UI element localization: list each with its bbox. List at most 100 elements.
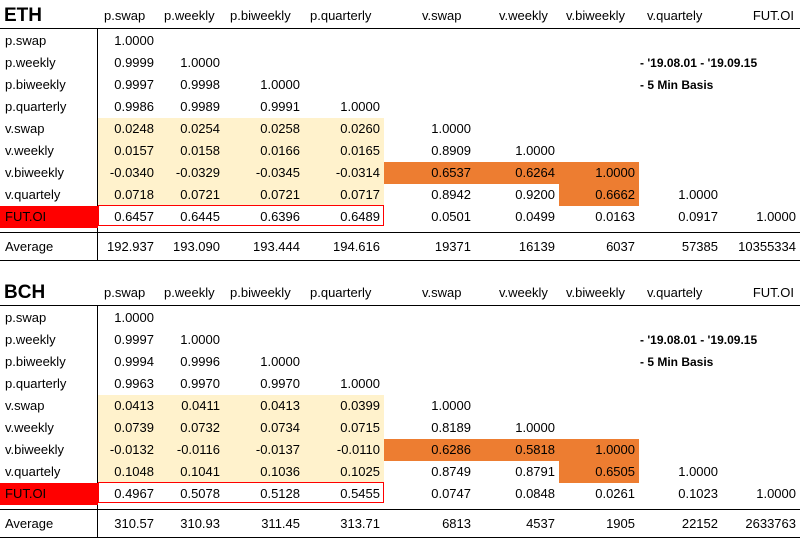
column-header[interactable]: p.biweekly: [230, 8, 291, 23]
table-cell[interactable]: [559, 74, 639, 96]
table-cell[interactable]: 193.090: [173, 239, 220, 254]
table-cell[interactable]: 0.8749: [431, 464, 471, 479]
table-cell[interactable]: [384, 329, 475, 351]
table-cell[interactable]: 1.0000: [515, 143, 555, 158]
table-cell[interactable]: 194.616: [333, 239, 380, 254]
table-cell[interactable]: 0.0261: [595, 486, 635, 501]
table-cell[interactable]: 1.0000: [559, 162, 639, 184]
table-cell[interactable]: [304, 351, 384, 373]
row-label[interactable]: p.swap: [5, 33, 47, 48]
table-cell[interactable]: 310.57: [114, 516, 154, 531]
table-cell[interactable]: 0.0254: [158, 118, 224, 140]
table-cell[interactable]: [158, 30, 224, 52]
table-cell[interactable]: [722, 417, 800, 439]
table-cell[interactable]: 10355334: [738, 239, 796, 254]
table-cell[interactable]: 0.0165: [304, 140, 384, 162]
table-cell[interactable]: 0.0258: [224, 118, 304, 140]
table-cell[interactable]: 0.9994: [114, 354, 154, 369]
table-cell[interactable]: 1.0000: [260, 77, 300, 92]
table-cell[interactable]: [559, 417, 639, 439]
table-cell[interactable]: 0.9999: [114, 55, 154, 70]
table-cell[interactable]: 1.0000: [678, 464, 718, 479]
table-cell[interactable]: [384, 351, 475, 373]
table-cell[interactable]: [722, 351, 800, 373]
table-cell[interactable]: 1.0000: [260, 354, 300, 369]
row-label[interactable]: v.swap: [5, 398, 45, 413]
table-cell[interactable]: 0.6489: [340, 209, 380, 224]
row-label[interactable]: FUT.OI: [0, 483, 98, 505]
table-cell[interactable]: [722, 395, 800, 417]
table-cell[interactable]: [722, 74, 800, 96]
table-cell[interactable]: 0.0166: [224, 140, 304, 162]
column-header[interactable]: v.swap: [422, 285, 462, 300]
table-cell[interactable]: [559, 307, 639, 329]
table-cell[interactable]: [384, 96, 475, 118]
row-label[interactable]: p.biweekly: [5, 77, 66, 92]
table-cell[interactable]: 6813: [442, 516, 471, 531]
table-cell[interactable]: [384, 307, 475, 329]
column-header[interactable]: v.weekly: [499, 8, 548, 23]
column-header[interactable]: p.weekly: [164, 285, 215, 300]
table-cell[interactable]: [722, 461, 800, 483]
table-cell[interactable]: 0.0413: [224, 395, 304, 417]
table-cell[interactable]: 0.6457: [114, 209, 154, 224]
table-cell[interactable]: 0.5078: [180, 486, 220, 501]
table-cell[interactable]: 1.0000: [559, 439, 639, 461]
column-header[interactable]: v.quartely: [647, 285, 703, 300]
table-cell[interactable]: [475, 74, 559, 96]
table-cell[interactable]: [304, 329, 384, 351]
table-cell[interactable]: [639, 96, 722, 118]
table-cell[interactable]: 2633763: [745, 516, 796, 531]
table-cell[interactable]: -0.0340: [98, 162, 158, 184]
table-cell[interactable]: [722, 140, 800, 162]
table-cell[interactable]: 0.0721: [224, 184, 304, 206]
table-cell[interactable]: [722, 162, 800, 184]
table-cell[interactable]: 0.0747: [431, 486, 471, 501]
table-cell[interactable]: 0.0260: [304, 118, 384, 140]
row-label[interactable]: v.weekly: [5, 420, 54, 435]
table-cell[interactable]: 57385: [681, 239, 718, 254]
row-label[interactable]: p.biweekly: [5, 354, 66, 369]
column-header[interactable]: v.biweekly: [566, 8, 626, 23]
table-cell[interactable]: [559, 351, 639, 373]
table-cell[interactable]: [475, 373, 559, 395]
table-cell[interactable]: 0.5128: [260, 486, 300, 501]
table-cell[interactable]: 0.9970: [260, 376, 300, 391]
table-cell[interactable]: 1.0000: [515, 420, 555, 435]
table-cell[interactable]: [559, 395, 639, 417]
table-cell[interactable]: [639, 30, 722, 52]
table-cell[interactable]: [224, 30, 304, 52]
table-cell[interactable]: -0.0345: [224, 162, 304, 184]
table-cell[interactable]: 192.937: [107, 239, 154, 254]
table-cell[interactable]: 0.0732: [158, 417, 224, 439]
column-header[interactable]: p.weekly: [164, 8, 215, 23]
row-label[interactable]: FUT.OI: [0, 206, 98, 228]
table-cell[interactable]: 1.0000: [180, 332, 220, 347]
table-cell[interactable]: [639, 162, 722, 184]
table-cell[interactable]: [559, 373, 639, 395]
table-cell[interactable]: [304, 307, 384, 329]
table-cell[interactable]: 0.0499: [515, 209, 555, 224]
table-cell[interactable]: 0.6286: [384, 439, 475, 461]
table-cell[interactable]: 0.5818: [475, 439, 559, 461]
table-cell[interactable]: [639, 373, 722, 395]
column-header[interactable]: v.weekly: [499, 285, 548, 300]
row-label[interactable]: v.quartely: [5, 187, 61, 202]
row-label[interactable]: Average: [5, 516, 54, 531]
column-header[interactable]: p.swap: [104, 285, 146, 300]
table-cell[interactable]: [475, 307, 559, 329]
column-header[interactable]: p.quarterly: [310, 285, 372, 300]
table-cell[interactable]: 0.9986: [114, 99, 154, 114]
table-cell[interactable]: [384, 30, 475, 52]
table-cell[interactable]: 1.0000: [756, 486, 796, 501]
table-cell[interactable]: [304, 74, 384, 96]
table-cell[interactable]: [475, 395, 559, 417]
table-cell[interactable]: [559, 140, 639, 162]
table-cell[interactable]: 0.0734: [224, 417, 304, 439]
table-cell[interactable]: [224, 52, 304, 74]
table-cell[interactable]: 0.9996: [180, 354, 220, 369]
table-cell[interactable]: 0.9970: [180, 376, 220, 391]
table-cell[interactable]: 0.6445: [180, 209, 220, 224]
table-cell[interactable]: 0.9200: [515, 187, 555, 202]
table-cell[interactable]: 0.0411: [158, 395, 224, 417]
